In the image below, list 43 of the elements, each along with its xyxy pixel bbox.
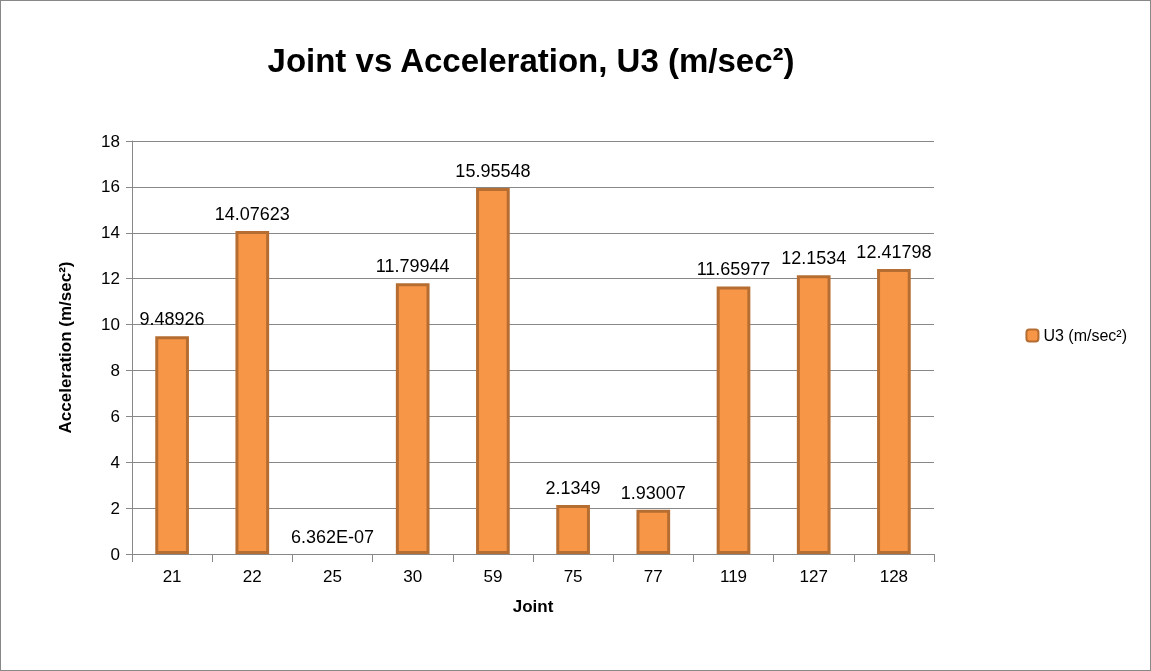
data-label: 9.48926 [139, 309, 205, 330]
data-label: 2.1349 [545, 478, 601, 499]
data-label: 12.41798 [856, 242, 932, 263]
y-tick-label: 12 [101, 269, 120, 289]
y-tick-label: 2 [110, 498, 120, 518]
data-label: 6.362E-07 [290, 527, 375, 547]
data-label: 11.79944 [375, 256, 450, 277]
y-tick-label: 10 [101, 315, 120, 335]
x-tick-label: 119 [719, 567, 748, 586]
y-axis-title: Acceleration (m/sec²) [56, 261, 75, 434]
x-tick-label: 75 [563, 567, 583, 586]
bar [877, 269, 911, 554]
x-tick-label: 59 [483, 567, 503, 586]
data-label: 12.1534 [781, 248, 847, 269]
data-label: 15.95548 [455, 160, 531, 181]
bar [636, 509, 671, 554]
bar [796, 275, 831, 554]
bar [155, 336, 189, 554]
x-tick-label: 77 [643, 567, 663, 586]
x-tick-label: 25 [323, 567, 342, 586]
x-tick-label: 22 [242, 567, 262, 586]
data-label: 14.07623 [214, 204, 290, 225]
x-tick-label: 30 [403, 567, 423, 586]
y-tick-label: 6 [110, 406, 120, 426]
x-tick-label: 128 [879, 567, 909, 586]
bar [556, 505, 590, 554]
y-tick-label: 4 [110, 452, 120, 472]
data-label: 1.93007 [620, 482, 686, 503]
chart-title: Joint vs Acceleration, U3 (m/sec²) [267, 42, 795, 79]
y-tick-label: 16 [101, 177, 120, 197]
x-tick-label: 127 [799, 567, 828, 586]
y-tick-label: 14 [101, 223, 120, 243]
bar [395, 283, 430, 554]
x-axis-title: Joint [512, 597, 554, 616]
y-tick-label: 0 [110, 544, 120, 564]
y-tick-label: 18 [101, 131, 120, 151]
bar [716, 286, 751, 554]
x-tick-label: 21 [162, 567, 182, 586]
bar [476, 187, 510, 554]
bar [235, 231, 270, 554]
legend-label: U3 (m/sec²) [1043, 327, 1128, 344]
data-label: 11.65977 [696, 259, 771, 280]
y-tick-label: 8 [110, 360, 120, 380]
